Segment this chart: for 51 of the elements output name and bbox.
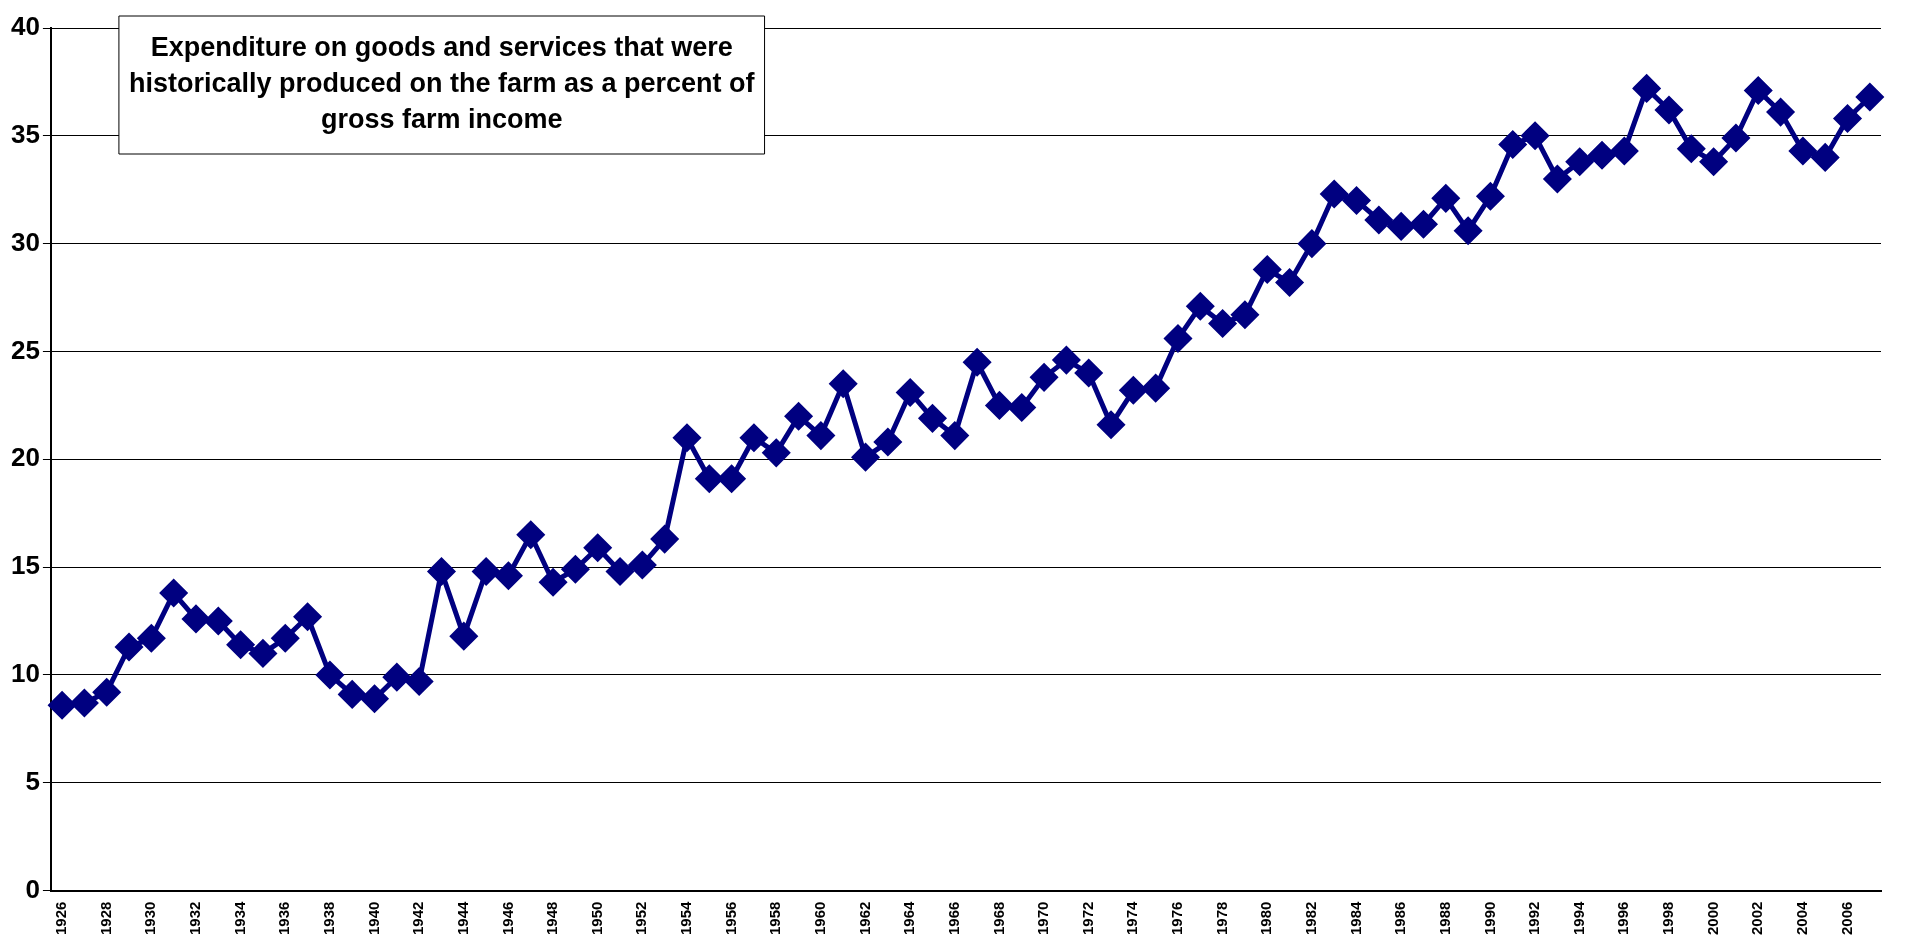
y-tick-label: 30 bbox=[11, 226, 40, 257]
x-tick-label: 1958 bbox=[766, 901, 784, 936]
x-tick-label: 2006 bbox=[1837, 901, 1855, 936]
y-tick-label: 20 bbox=[11, 442, 40, 473]
x-tick-label: 1968 bbox=[989, 901, 1007, 936]
x-tick-label: 1928 bbox=[96, 901, 114, 936]
y-tick-label: 35 bbox=[11, 119, 40, 149]
x-tick-label: 1978 bbox=[1212, 901, 1230, 936]
x-tick-label: 1992 bbox=[1525, 901, 1543, 936]
x-tick-label: 1936 bbox=[275, 901, 293, 936]
x-tick-label: 1990 bbox=[1480, 901, 1498, 936]
x-tick-label: 1960 bbox=[811, 901, 829, 936]
x-tick-label: 1938 bbox=[320, 901, 338, 936]
x-tick-label: 1954 bbox=[677, 900, 695, 936]
x-tick-label: 1996 bbox=[1614, 901, 1632, 936]
x-tick-label: 1932 bbox=[186, 901, 204, 936]
x-tick-label: 2004 bbox=[1793, 900, 1811, 936]
x-tick-label: 1980 bbox=[1257, 901, 1275, 936]
x-tick-label: 1942 bbox=[409, 901, 427, 936]
x-tick-label: 1970 bbox=[1034, 901, 1052, 936]
x-tick-label: 1948 bbox=[543, 901, 561, 936]
x-tick-label: 1962 bbox=[855, 901, 873, 936]
x-tick-label: 1940 bbox=[364, 901, 382, 936]
x-tick-label: 1974 bbox=[1123, 900, 1141, 936]
y-tick-label: 40 bbox=[11, 11, 40, 42]
x-tick-label: 1956 bbox=[721, 901, 739, 936]
y-tick-label: 15 bbox=[11, 550, 40, 581]
x-tick-label: 1988 bbox=[1435, 901, 1453, 936]
x-tick-label: 2002 bbox=[1748, 901, 1766, 936]
y-tick-label: 10 bbox=[11, 658, 40, 689]
x-tick-label: 1934 bbox=[230, 900, 248, 936]
x-tick-label: 1976 bbox=[1168, 901, 1186, 936]
x-tick-label: 1950 bbox=[587, 901, 605, 936]
x-tick-label: 1952 bbox=[632, 901, 650, 936]
x-tick-label: 1994 bbox=[1569, 900, 1587, 936]
x-tick-label: 1926 bbox=[52, 901, 70, 936]
x-tick-label: 1982 bbox=[1302, 901, 1320, 936]
text: Expenditure on goods and services that were historically produced on the farm as a percent of gross farm income bbox=[128, 32, 756, 135]
x-tick-label: 1966 bbox=[944, 901, 962, 936]
y-tick-label: 0 bbox=[25, 873, 40, 904]
y-tick-label: 25 bbox=[11, 334, 40, 365]
x-tick-label: 1946 bbox=[498, 901, 516, 936]
x-tick-label: 1964 bbox=[900, 900, 918, 936]
x-tick-label: 1986 bbox=[1391, 901, 1409, 936]
x-tick-label: 1998 bbox=[1659, 901, 1677, 936]
x-tick-label: 1972 bbox=[1078, 901, 1096, 936]
y-tick-label: 5 bbox=[25, 765, 40, 796]
x-tick-label: 1930 bbox=[141, 901, 159, 936]
x-tick-label: 1944 bbox=[453, 900, 471, 936]
x-tick-label: 2000 bbox=[1703, 901, 1721, 936]
x-tick-label: 1984 bbox=[1346, 900, 1364, 936]
